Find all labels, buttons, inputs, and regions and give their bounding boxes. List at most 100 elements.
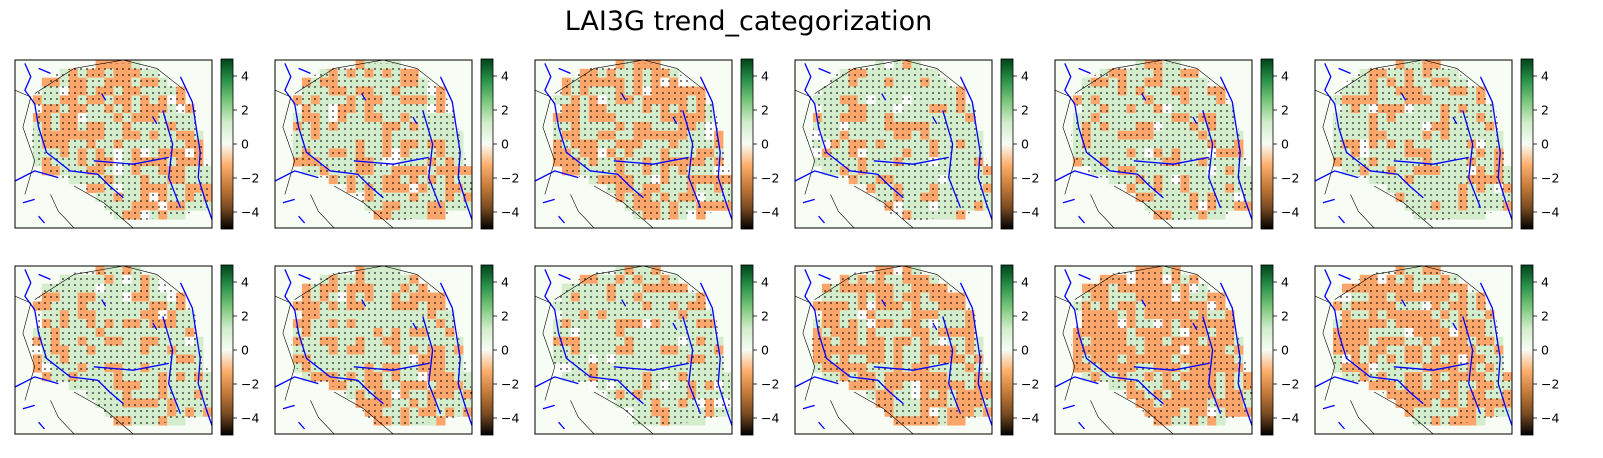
- significance-stipple: [1070, 269, 1252, 428]
- map-frame: [794, 265, 993, 435]
- colorbar-tick-label: 2: [1021, 103, 1029, 118]
- map-frame: [1314, 59, 1513, 229]
- map-panel-1: 4 2 0 −2 −4: [14, 58, 259, 230]
- colorbar-tick-label: 0: [1021, 343, 1029, 358]
- colorbar-gradient: [220, 264, 234, 436]
- colorbar-gradient: [1260, 58, 1274, 230]
- colorbar-tick-label: −4: [1021, 205, 1039, 220]
- coastline: [275, 63, 472, 224]
- map-frame: [534, 265, 733, 435]
- colorbar: 4 2 0 −2 −4: [220, 264, 259, 436]
- map-panel-6: 4 2 0 −2 −4: [1314, 58, 1559, 230]
- colorbar-tick-label: 4: [1541, 69, 1549, 84]
- colorbar: 4 2 0 −2 −4: [1260, 58, 1299, 230]
- colorbar-tick-label: 2: [1281, 103, 1289, 118]
- colorbar-tick-label: 4: [1281, 275, 1289, 290]
- colorbar: 4 2 0 −2 −4: [1520, 58, 1559, 230]
- significance-stipple: [810, 269, 992, 428]
- coastline: [1315, 269, 1512, 430]
- map-panel-12: 4 2 0 −2 −4: [1314, 264, 1559, 436]
- colorbar-gradient: [220, 58, 234, 230]
- colorbar-tick-label: −2: [501, 377, 519, 392]
- colorbar-tick-label: −2: [1021, 377, 1039, 392]
- significance-stipple: [810, 63, 992, 222]
- map-panel-7: 4 2 0 −2 −4: [14, 264, 259, 436]
- colorbar: 4 2 0 −2 −4: [480, 264, 519, 436]
- map-panel-11: 4 2 0 −2 −4: [1054, 264, 1299, 436]
- colorbar: 4 2 0 −2 −4: [1520, 264, 1559, 436]
- colorbar-tick-label: 4: [1541, 275, 1549, 290]
- map-panel-10: 4 2 0 −2 −4: [794, 264, 1039, 436]
- colorbar-tick-label: −2: [1541, 377, 1559, 392]
- colorbar-tick-label: −4: [761, 205, 779, 220]
- colorbar-gradient: [1260, 264, 1274, 436]
- country-borders: [795, 266, 965, 434]
- colorbar-tick-label: 0: [501, 137, 509, 152]
- colorbar-tick-label: −2: [1281, 377, 1299, 392]
- country-borders: [535, 60, 705, 228]
- colorbar-tick-label: 0: [1541, 137, 1549, 152]
- map-frame: [274, 265, 473, 435]
- colorbar: 4 2 0 −2 −4: [480, 58, 519, 230]
- colorbar-tick-label: −4: [501, 205, 519, 220]
- significance-stipple: [1330, 63, 1512, 222]
- colorbar-tick-label: 0: [1541, 343, 1549, 358]
- colorbar-tick-label: 2: [761, 103, 769, 118]
- colorbar-tick-label: 4: [761, 69, 769, 84]
- colorbar-tick-label: −2: [241, 377, 259, 392]
- coastline: [275, 269, 472, 430]
- country-borders: [1055, 266, 1225, 434]
- colorbar-tick-label: 2: [501, 103, 509, 118]
- coastline: [795, 269, 992, 430]
- colorbar-tick-label: −4: [761, 411, 779, 426]
- country-borders: [795, 60, 965, 228]
- significance-stipple: [30, 63, 212, 222]
- significance-stipple: [550, 63, 732, 222]
- coastline: [1315, 63, 1512, 224]
- map-frame: [1054, 265, 1253, 435]
- country-borders: [15, 60, 185, 228]
- colorbar-tick-label: −4: [1541, 411, 1559, 426]
- map-frame: [14, 265, 213, 435]
- map-panel-4: 4 2 0 −2 −4: [794, 58, 1039, 230]
- coastline: [795, 63, 992, 224]
- colorbar-tick-label: 2: [1541, 309, 1549, 324]
- colorbar-tick-label: 4: [761, 275, 769, 290]
- colorbar-tick-label: 2: [761, 309, 769, 324]
- colorbar: 4 2 0 −2 −4: [740, 58, 779, 230]
- colorbar-gradient: [740, 58, 754, 230]
- colorbar: 4 2 0 −2 −4: [740, 264, 779, 436]
- colorbar-gradient: [1000, 264, 1014, 436]
- significance-stipple: [1330, 269, 1512, 428]
- colorbar-tick-label: 4: [1021, 275, 1029, 290]
- coastline: [535, 63, 732, 224]
- map-frame: [1314, 265, 1513, 435]
- colorbar-tick-label: 4: [241, 69, 249, 84]
- map-frame: [794, 59, 993, 229]
- colorbar-tick-label: 4: [501, 69, 509, 84]
- colorbar-tick-label: 0: [1021, 137, 1029, 152]
- colorbar-tick-label: −2: [1541, 171, 1559, 186]
- colorbar: 4 2 0 −2 −4: [220, 58, 259, 230]
- colorbar-tick-label: 4: [1021, 69, 1029, 84]
- map-panel-8: 4 2 0 −2 −4: [274, 264, 519, 436]
- country-borders: [1315, 60, 1485, 228]
- map-panel-2: 4 2 0 −2 −4: [274, 58, 519, 230]
- colorbar-gradient: [1520, 264, 1534, 436]
- colorbar-tick-label: −4: [1281, 411, 1299, 426]
- colorbar-tick-label: 0: [241, 137, 249, 152]
- significance-stipple: [1070, 63, 1252, 222]
- significance-stipple: [290, 269, 472, 428]
- colorbar-tick-label: −4: [1281, 205, 1299, 220]
- map-frame: [1054, 59, 1253, 229]
- colorbar-gradient: [1000, 58, 1014, 230]
- colorbar-tick-label: 2: [501, 309, 509, 324]
- country-borders: [1315, 266, 1485, 434]
- colorbar-tick-label: −2: [1281, 171, 1299, 186]
- colorbar-tick-label: −4: [1021, 411, 1039, 426]
- significance-stipple: [290, 63, 472, 222]
- map-frame: [274, 59, 473, 229]
- colorbar-tick-label: 0: [241, 343, 249, 358]
- colorbar-tick-label: 2: [1541, 103, 1549, 118]
